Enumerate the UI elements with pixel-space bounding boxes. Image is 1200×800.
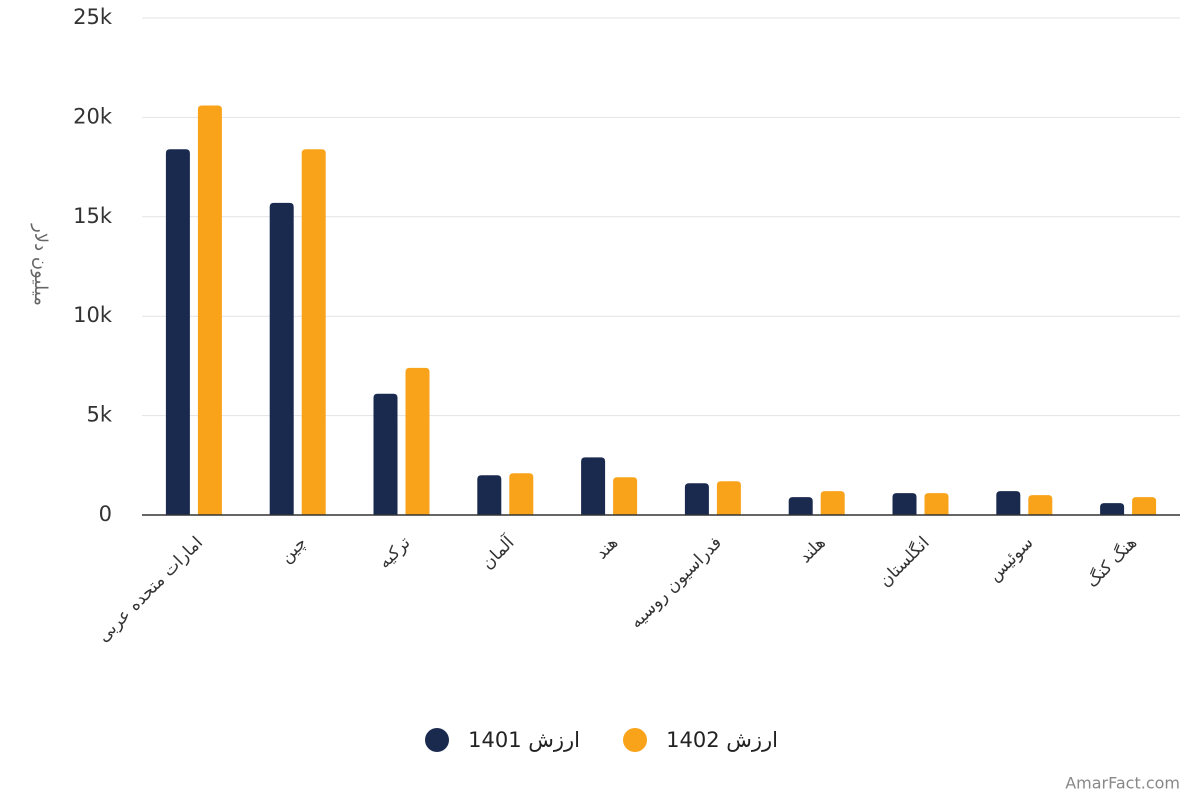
bar <box>165 149 190 515</box>
y-tick-label: 20k <box>73 104 113 128</box>
bar <box>1132 497 1157 515</box>
legend-marker <box>623 728 647 752</box>
bar <box>269 202 294 515</box>
bar <box>716 481 741 515</box>
x-tick-label: انگلستان <box>875 532 934 591</box>
x-tick-label: هنگ کنگ <box>1082 532 1142 592</box>
x-tick-label: فدراسیون روسیه <box>626 533 726 633</box>
y-tick-label: 10k <box>73 303 113 327</box>
y-tick-label: 25k <box>73 5 113 29</box>
legend-label: ارزش 1402 <box>666 728 778 752</box>
y-axis-title: میلیون دلار <box>30 223 51 306</box>
y-tick-label: 0 <box>99 502 112 526</box>
credit: AmarFact.com <box>1065 774 1180 793</box>
bar <box>996 491 1021 515</box>
bar <box>301 149 326 515</box>
x-tick-label: آلمان <box>476 531 519 574</box>
bar <box>788 497 813 515</box>
x-tick-label: سوئیس <box>985 533 1038 586</box>
x-tick-label: امارات متحده عربی <box>94 533 207 646</box>
bar <box>1028 495 1053 515</box>
bar <box>613 477 638 515</box>
x-tick-label: چین <box>276 533 310 567</box>
bar <box>820 491 845 515</box>
bar <box>684 483 709 515</box>
bar <box>892 493 917 515</box>
bar <box>373 393 398 515</box>
x-tick-label: هند <box>592 533 622 563</box>
x-tick-label: هلند <box>795 533 829 567</box>
bar <box>1100 503 1125 515</box>
legend-marker <box>425 728 449 752</box>
bar <box>924 493 949 515</box>
legend-label: ارزش 1401 <box>468 728 580 752</box>
y-tick-label: 5k <box>86 403 112 427</box>
y-tick-label: 15k <box>73 204 113 228</box>
bar <box>477 475 502 515</box>
bar <box>197 105 222 516</box>
bar <box>581 457 606 515</box>
x-tick-label: ترکیه <box>375 533 415 573</box>
bar <box>405 367 430 515</box>
bar <box>509 473 534 515</box>
